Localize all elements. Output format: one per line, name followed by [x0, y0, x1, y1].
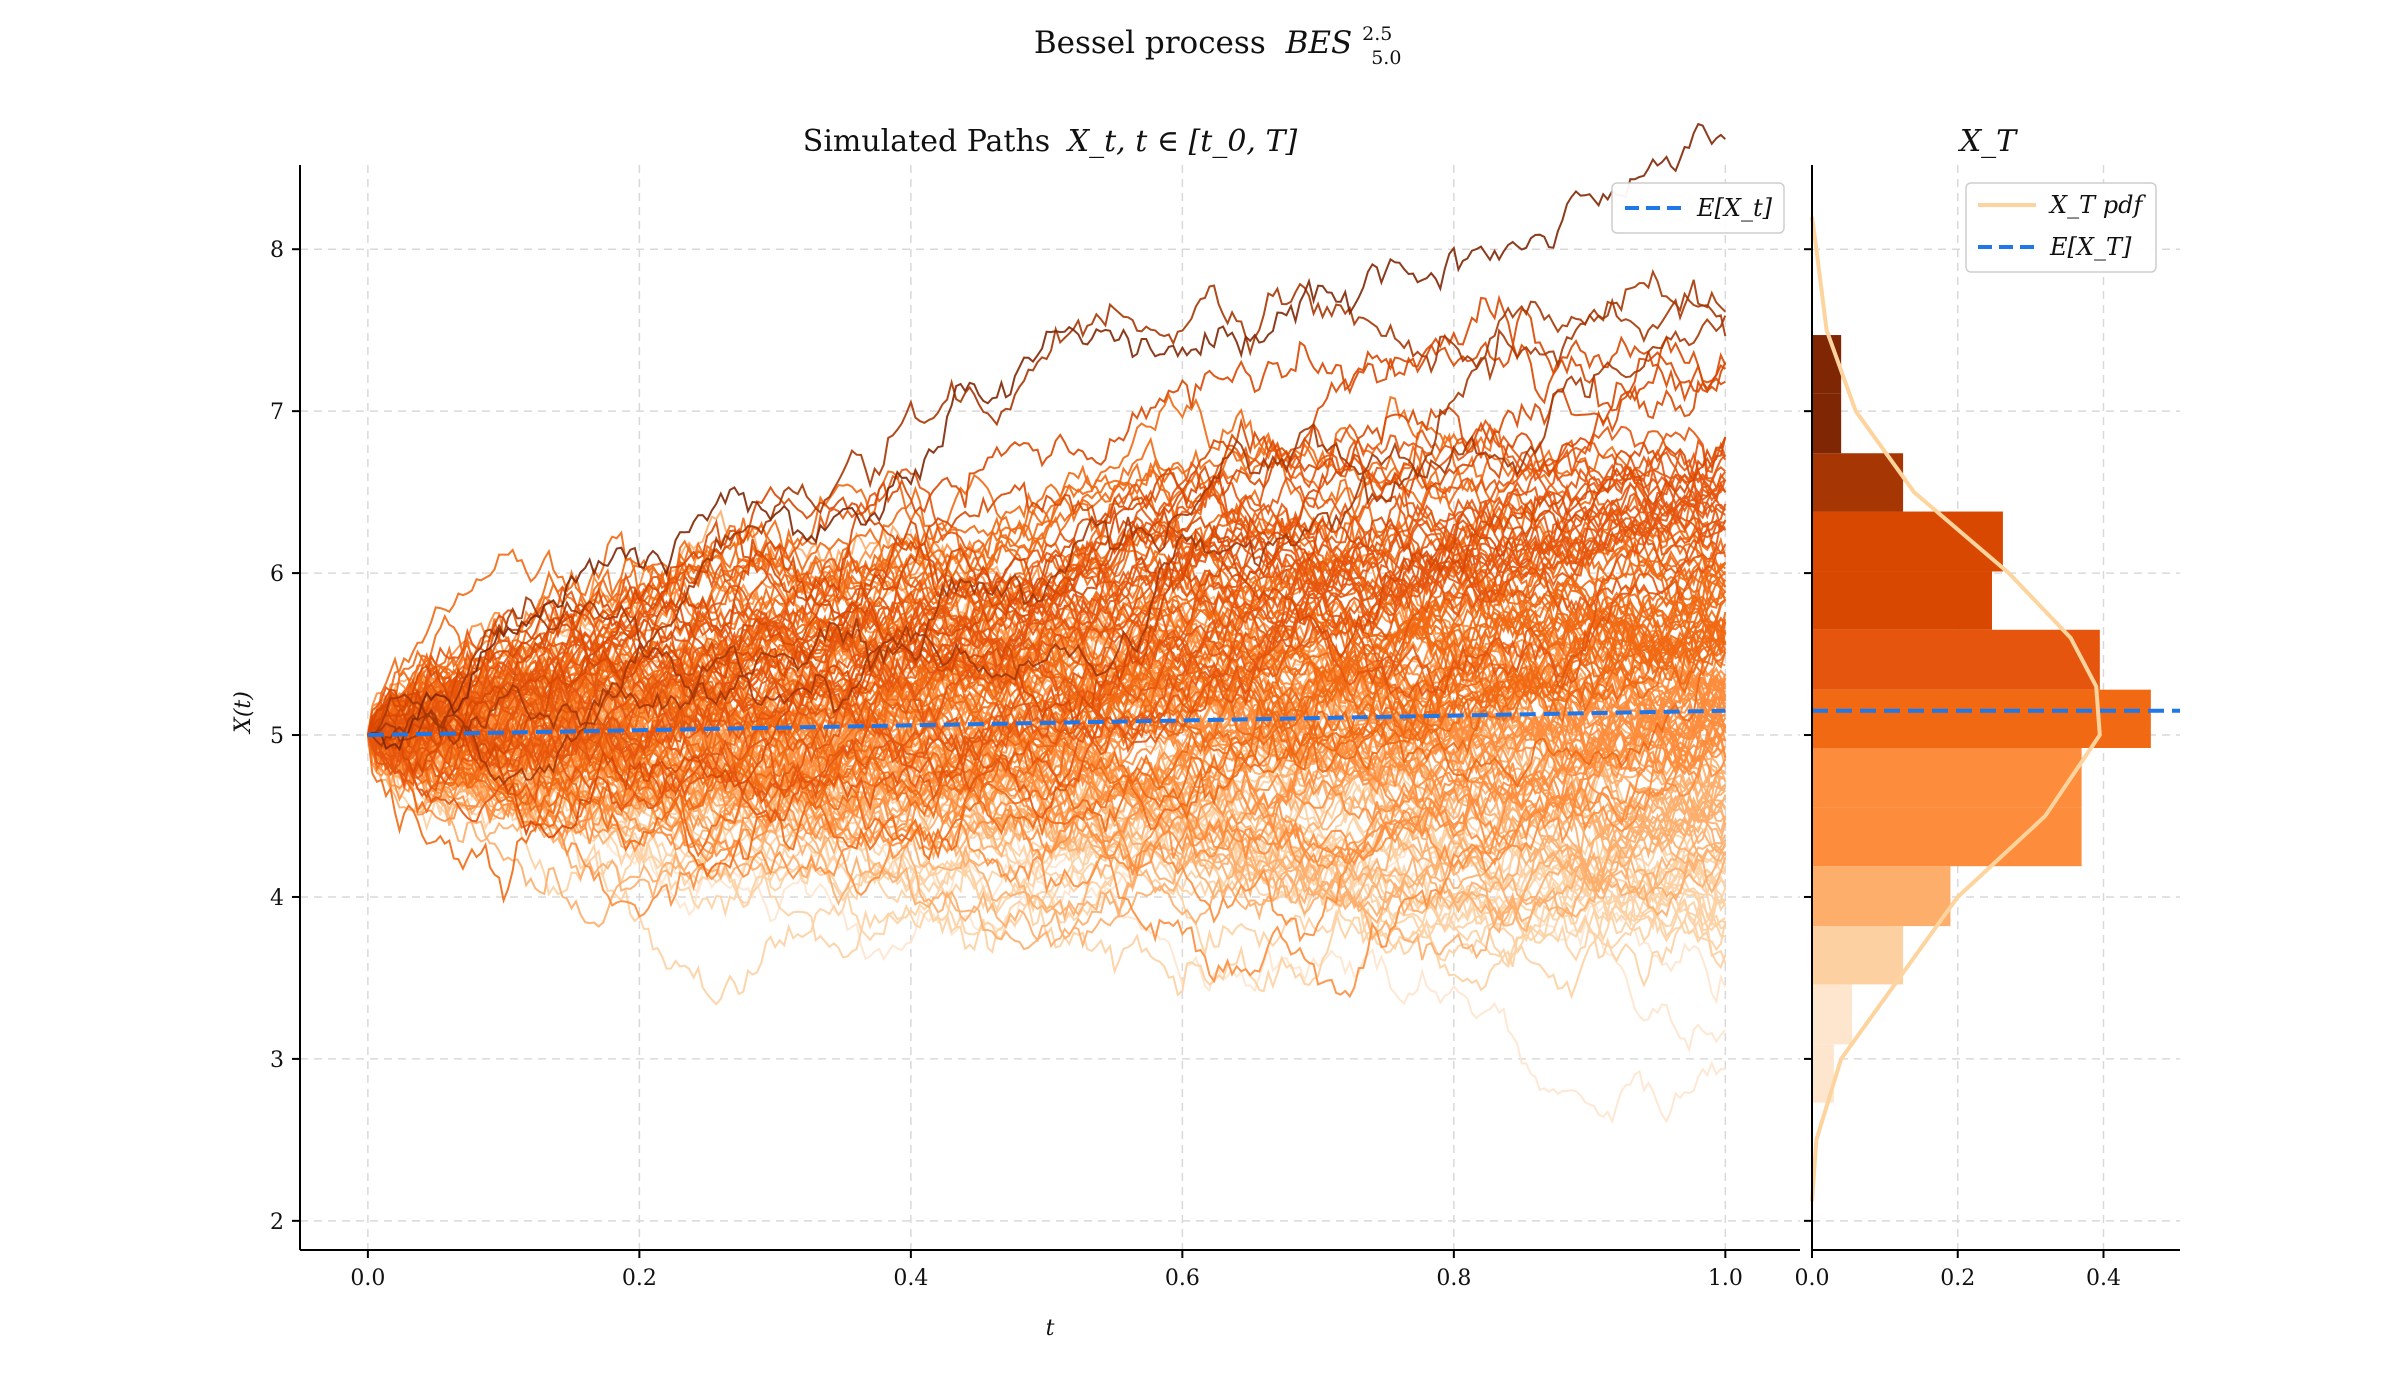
simulated-path	[367, 552, 1726, 860]
simulated-path	[367, 669, 1727, 870]
histogram-bar	[1812, 1044, 1834, 1103]
paths-title-text: Simulated Paths	[803, 124, 1050, 159]
histogram-bar	[1812, 866, 1951, 927]
paths-x-tick-label: 1.0	[1708, 1266, 1743, 1291]
paths-legend-mean-label: E[X_t]	[1696, 194, 1773, 222]
expected-value-line	[367, 708, 1726, 738]
figure-suptitle: Bessel process BES 2.5 5.0	[1034, 12, 1402, 69]
simulated-path	[367, 581, 1727, 823]
simulated-path	[367, 482, 1727, 765]
marginal-x-tick-label: 0.2	[1940, 1266, 1975, 1291]
simulated-path	[367, 503, 1727, 769]
histogram-bar	[1812, 335, 1842, 394]
simulated-path	[367, 471, 1727, 813]
simulated-path	[367, 307, 1727, 737]
simulated-path	[367, 661, 1727, 860]
simulated-path	[367, 422, 1727, 756]
histogram-bar	[1812, 747, 2082, 808]
simulated-path	[367, 463, 1726, 750]
simulated-path	[367, 667, 1727, 943]
paths-y-tick-label: 3	[270, 1048, 284, 1073]
paths-y-tick-label: 7	[270, 400, 284, 425]
marginal-histogram	[1812, 335, 2151, 1103]
marginal-x-tick-label: 0.4	[2086, 1266, 2121, 1291]
simulated-path	[367, 696, 1727, 862]
paths-title-math: X_t, t ∈ [t_0, T]	[1066, 124, 1298, 159]
marginal-legend-mean-label: E[X_T]	[2049, 233, 2132, 261]
simulated-path	[367, 418, 1726, 778]
marginal-axes	[1811, 165, 2180, 1251]
histogram-bar	[1812, 629, 2100, 690]
marginal-panel: 0.0 0.2 0.4 X_T X_T pdf E[X_T]	[1795, 124, 2180, 1291]
histogram-bar	[1812, 984, 1853, 1045]
histogram-bar	[1812, 393, 1842, 454]
simulated-path	[366, 471, 1726, 736]
simulated-path	[367, 484, 1727, 824]
marginal-ticks: 0.0 0.2 0.4	[1795, 248, 2121, 1291]
paths-x-tick-label: 0.0	[350, 1266, 385, 1291]
simulated-path	[367, 122, 1726, 752]
simulated-path	[366, 579, 1727, 851]
paths-legend: E[X_t]	[1611, 182, 1785, 234]
simulated-path	[366, 438, 1727, 736]
x-axis-label: t	[1046, 1316, 1055, 1341]
paths-y-tick-label: 8	[270, 238, 284, 263]
simulated-path	[366, 470, 1726, 753]
simulated-path	[367, 697, 1727, 901]
marginal-legend-pdf-label: X_T pdf	[2048, 191, 2146, 219]
paths-x-tick-label: 0.6	[1165, 1266, 1200, 1291]
histogram-bar	[1812, 926, 1904, 985]
simulated-path	[367, 294, 1727, 736]
paths-y-tick-label: 5	[270, 724, 284, 749]
y-axis-label: X(t)	[231, 691, 256, 735]
marginal-pdf-curve	[1810, 216, 2102, 1202]
marginal-title: X_T	[1958, 124, 2018, 159]
simulated-path	[367, 478, 1726, 756]
suptitle-subscript: 5.0	[1371, 47, 1401, 69]
simulated-path	[367, 268, 1727, 741]
marginal-x-tick-label: 0.0	[1795, 1266, 1830, 1291]
marginal-legend: X_T pdf E[X_T]	[1965, 182, 2157, 273]
paths-x-tick-label: 0.8	[1436, 1266, 1471, 1291]
simulated-path	[366, 548, 1726, 788]
histogram-bar	[1812, 807, 2082, 867]
paths-panel: 0.0 0.2 0.4 0.6 0.8 1.0 2 3 4 5 6 7 8 Simulated Path…	[231, 122, 1800, 1341]
simulated-path	[367, 377, 1726, 775]
simulated-path	[367, 315, 1727, 786]
paths-ticks: 0.0 0.2 0.4 0.6 0.8 1.0 2 3 4 5 6 7 8	[270, 238, 1743, 1291]
histogram-bar	[1812, 689, 2151, 748]
histogram-bar	[1812, 453, 1904, 512]
paths-legend-box	[1611, 182, 1785, 234]
paths-y-tick-label: 6	[270, 562, 284, 587]
simulated-path	[367, 279, 1727, 748]
simulated-path	[367, 441, 1727, 823]
histogram-bar	[1812, 571, 1992, 630]
paths-x-tick-label: 0.4	[893, 1266, 928, 1291]
paths-x-tick-label: 0.2	[622, 1266, 657, 1291]
suptitle-superscript: 2.5	[1362, 23, 1392, 45]
simulated-path	[367, 671, 1727, 918]
simulated-path	[366, 436, 1727, 757]
suptitle-math: BES	[1285, 25, 1353, 61]
paths-y-tick-label: 4	[270, 886, 284, 911]
paths-y-tick-label: 2	[270, 1210, 284, 1235]
simulated-paths	[366, 122, 1727, 1125]
paths-axes	[299, 165, 1800, 1251]
paths-title: Simulated Paths X_t, t ∈ [t_0, T]	[803, 124, 1298, 159]
simulated-path	[366, 437, 1727, 839]
suptitle-prefix: Bessel process	[1034, 25, 1266, 61]
simulated-path	[367, 589, 1727, 829]
simulated-path	[367, 727, 1727, 959]
